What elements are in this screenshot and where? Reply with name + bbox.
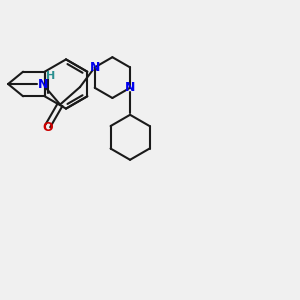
Text: H: H [46, 70, 56, 81]
Text: O: O [43, 121, 53, 134]
Text: N: N [38, 77, 48, 91]
Text: N: N [125, 81, 135, 94]
Text: N: N [89, 61, 100, 74]
